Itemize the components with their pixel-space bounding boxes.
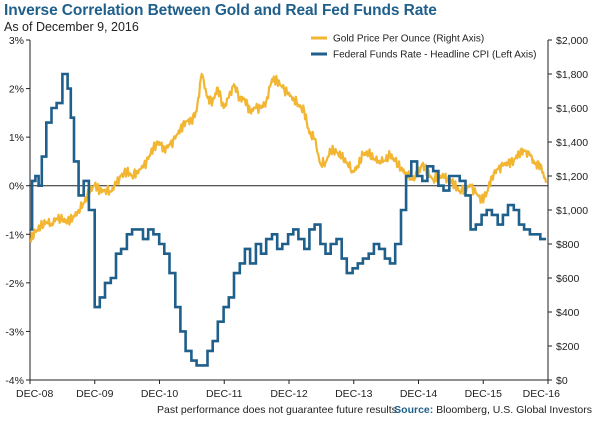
footer-disclaimer: Past performance does not guarantee futu… (157, 404, 400, 416)
right-tick-label: $1,800 (556, 69, 588, 81)
right-tick-label: $800 (556, 239, 580, 251)
left-tick-label: -1% (5, 229, 24, 241)
chart-subtitle: As of December 9, 2016 (4, 20, 139, 34)
right-tick-label: $1,200 (556, 171, 588, 183)
left-tick-label: 2% (9, 84, 24, 96)
right-tick-label: $1,400 (556, 137, 588, 149)
right-tick-label: $1,600 (556, 103, 588, 115)
right-tick-label: $0 (556, 375, 568, 387)
legend-label: Gold Price Per Ounce (Right Axis) (333, 34, 484, 45)
x-tick-label: DEC-12 (270, 388, 308, 400)
left-tick-label: 0% (9, 181, 24, 193)
source-label: Source: (394, 404, 434, 416)
x-tick-label: DEC-10 (141, 388, 179, 400)
chart-title: Inverse Correlation Between Gold and Rea… (4, 2, 437, 19)
right-tick-label: $200 (556, 341, 580, 353)
left-tick-label: 3% (9, 35, 24, 47)
right-tick-label: $400 (556, 307, 580, 319)
left-tick-label: -3% (5, 326, 24, 338)
x-tick-label: DEC-14 (400, 388, 438, 400)
x-tick-label: DEC-13 (335, 388, 373, 400)
gold-price-line (29, 72, 548, 243)
fed-funds-line (30, 72, 547, 367)
left-tick-label: -2% (5, 278, 24, 290)
legend-label: Federal Funds Rate - Headline CPI (Left … (333, 50, 536, 61)
x-tick-label: DEC-09 (76, 388, 114, 400)
source-text: Bloomberg, U.S. Global Investors (436, 404, 592, 416)
x-tick-label: DEC-08 (16, 388, 54, 400)
legend: Gold Price Per Ounce (Right Axis) Federal… (311, 34, 536, 61)
right-tick-label: $600 (556, 273, 580, 285)
x-tick-label: DEC-11 (206, 388, 243, 400)
left-tick-label: 1% (9, 132, 24, 144)
footer-source: Source: Bloomberg, U.S. Global Investors (394, 404, 592, 416)
left-tick-label: -4% (5, 375, 24, 387)
x-tick-label: DEC-15 (465, 388, 503, 400)
right-tick-label: $2,000 (556, 35, 588, 47)
x-tick-label: DEC-16 (523, 388, 561, 400)
right-tick-label: $1,000 (556, 205, 588, 217)
